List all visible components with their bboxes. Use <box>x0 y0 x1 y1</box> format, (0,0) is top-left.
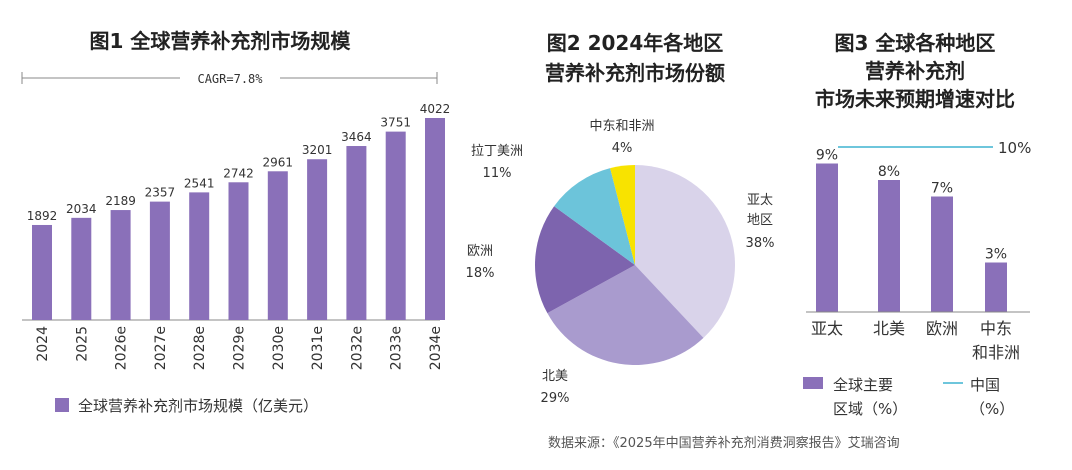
chart1-category-label: 2028e <box>192 326 208 370</box>
chart3-legend-label: 全球主要 <box>833 376 893 394</box>
chart1-bar <box>267 171 288 320</box>
chart3-legend-label: 区域（%） <box>833 400 907 418</box>
chart1-category-label: 2024 <box>35 326 51 362</box>
chart3-value-label: 7% <box>931 181 953 197</box>
pie-slice-label: 中东和非洲 <box>589 119 654 134</box>
chart3-bar <box>931 196 953 312</box>
chart1-bar <box>149 201 170 320</box>
chart3-title-line3: 市场未来预期增速对比 <box>815 87 1015 111</box>
chart3-value-label: 8% <box>878 164 900 180</box>
pie-slice-label-asia-pacific: 亚太地区 <box>746 193 773 228</box>
pie-slice <box>635 165 735 338</box>
chart1-value-label: 2034 <box>66 202 97 216</box>
chart2-title-line2: 营养补充剂市场份额 <box>545 61 725 85</box>
pie-slice <box>554 168 635 265</box>
chart1-value-label: 2742 <box>223 166 254 180</box>
chart1-bar <box>346 146 367 320</box>
chart1-bar <box>425 118 445 320</box>
chart1-category-label: 2034e <box>428 326 444 370</box>
cagr-label: CAGR=7.8% <box>197 72 263 86</box>
chart1-value-label: 3464 <box>341 130 372 144</box>
chart1-category-label: 2026e <box>114 326 130 370</box>
chart3-category-label: 和非洲 <box>972 343 1020 362</box>
chart1-category-label: 2029e <box>232 326 248 370</box>
chart1-value-label: 3201 <box>302 143 333 157</box>
pie-slice <box>547 265 704 365</box>
chart1-value-label: 4022 <box>420 102 451 116</box>
chart1-bar <box>71 217 92 320</box>
chart1-value-label: 3751 <box>380 116 411 130</box>
chart3-category-label: 亚太 <box>811 319 843 338</box>
chart3-bar <box>878 180 900 312</box>
chart3-value-label: 9% <box>816 148 838 164</box>
chart1-bar <box>189 192 210 320</box>
chart3-category-label: 欧洲 <box>926 319 958 338</box>
chart2-title-line1: 图2 2024年各地区 <box>546 31 724 55</box>
pie-value-label: 38% <box>746 236 775 251</box>
chart3-bar <box>816 163 838 312</box>
chart3-legend-swatch <box>803 377 823 389</box>
chart3-category-label: 中东 <box>980 319 1012 338</box>
chart3-bar <box>985 262 1007 312</box>
chart1-category-label: 2031e <box>310 326 326 370</box>
chart1-legend-label: 全球营养补充剂市场规模（亿美元） <box>78 397 318 415</box>
pie-slice-label: 欧洲 <box>467 244 493 259</box>
chart1-bar <box>307 159 328 320</box>
chart1-bar <box>32 224 52 320</box>
pie-value-label: 18% <box>466 266 495 281</box>
cagr-bg <box>180 70 280 86</box>
chart1-category-label: 2025 <box>74 326 90 362</box>
chart1-category-label: 2027e <box>153 326 169 370</box>
chart1-value-label: 1892 <box>27 209 58 223</box>
chart3-title-line2: 营养补充剂 <box>865 59 965 83</box>
chart1-category-label: 2033e <box>389 326 405 370</box>
pie-slice-label: 北美 <box>542 369 568 384</box>
chart1-value-label: 2541 <box>184 176 215 190</box>
chart1-value-label: 2961 <box>263 155 294 169</box>
chart3-category-label: 北美 <box>873 319 905 338</box>
chart3-title-line1: 图3 全球各种地区 <box>834 31 996 55</box>
chart1-bar <box>110 210 131 320</box>
pie-slice-label: 拉丁美洲 <box>471 144 523 159</box>
pie-value-label: 29% <box>541 391 570 406</box>
chart3-legend-label: 中国 <box>970 376 1000 394</box>
chart1-value-label: 2189 <box>105 194 136 208</box>
chart1-bar <box>385 131 406 320</box>
pie-value-label: 4% <box>612 141 633 156</box>
chart1-bar <box>228 182 249 320</box>
chart1-legend-swatch <box>55 398 69 412</box>
source-note: 数据来源：《2025年中国营养补充剂消费洞察报告》艾瑞咨询 <box>548 436 900 451</box>
chart3-legend-label: （%） <box>970 400 1014 418</box>
chart3-value-label: 3% <box>985 247 1007 263</box>
chart1-title: 图1 全球营养补充剂市场规模 <box>89 29 351 53</box>
pie-value-label: 11% <box>483 166 512 181</box>
chart1-category-label: 2032e <box>349 326 365 370</box>
pie-slice <box>610 165 635 265</box>
pie-slice <box>535 206 635 314</box>
china-reference-label: 10% <box>998 139 1031 157</box>
chart1-category-label: 2030e <box>271 326 287 370</box>
chart1-value-label: 2357 <box>145 186 176 200</box>
